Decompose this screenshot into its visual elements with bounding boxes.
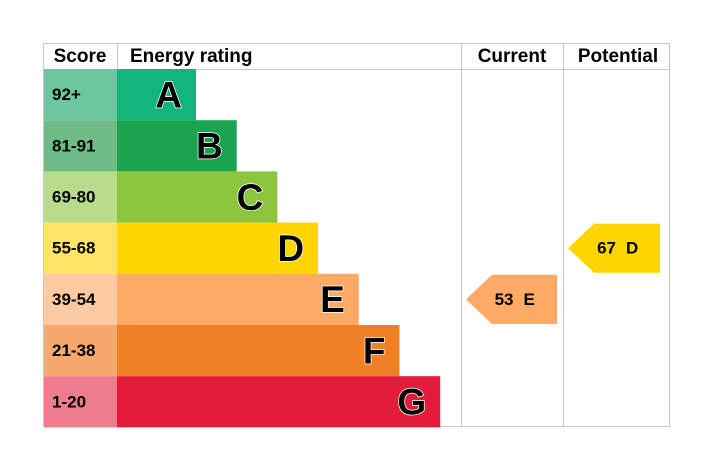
header-current: Current: [478, 46, 547, 67]
rating-bar: [117, 273, 359, 325]
score-label: 39-54: [52, 290, 96, 309]
band-letter: G: [397, 382, 426, 423]
score-cell: [44, 120, 117, 172]
score-cell: [44, 325, 117, 377]
header-rating: Energy rating: [130, 46, 252, 67]
score-label: 92+: [52, 85, 81, 104]
rating-bar: [117, 325, 400, 377]
rating-bar: [117, 171, 278, 223]
score-cell: [44, 69, 117, 121]
score-cell: [44, 376, 117, 428]
potential-band: D: [626, 239, 638, 258]
band-letter: A: [155, 74, 182, 115]
band-letter: D: [277, 228, 304, 269]
current-arrow: [466, 274, 557, 324]
score-label: 69-80: [52, 187, 95, 206]
band-letter: C: [237, 177, 264, 218]
header-score: Score: [54, 46, 107, 67]
band-letter: B: [196, 126, 223, 167]
score-label: 1-20: [52, 392, 86, 411]
score-cell: [44, 222, 117, 274]
score-label: 21-38: [52, 341, 95, 360]
score-cell: [44, 171, 117, 223]
rating-bar: [117, 120, 237, 172]
score-cell: [44, 273, 117, 325]
current-band: E: [524, 290, 535, 309]
band-letter: E: [320, 279, 345, 320]
score-label: 81-91: [52, 136, 95, 155]
rating-bar: [117, 222, 319, 274]
rating-bar: [117, 376, 441, 428]
score-label: 55-68: [52, 239, 95, 258]
potential-value: 67: [597, 239, 616, 258]
current-value: 53: [495, 290, 514, 309]
rating-bar: [117, 69, 196, 121]
potential-arrow: [568, 223, 660, 273]
band-letter: F: [363, 330, 386, 371]
header-potential: Potential: [578, 46, 658, 67]
